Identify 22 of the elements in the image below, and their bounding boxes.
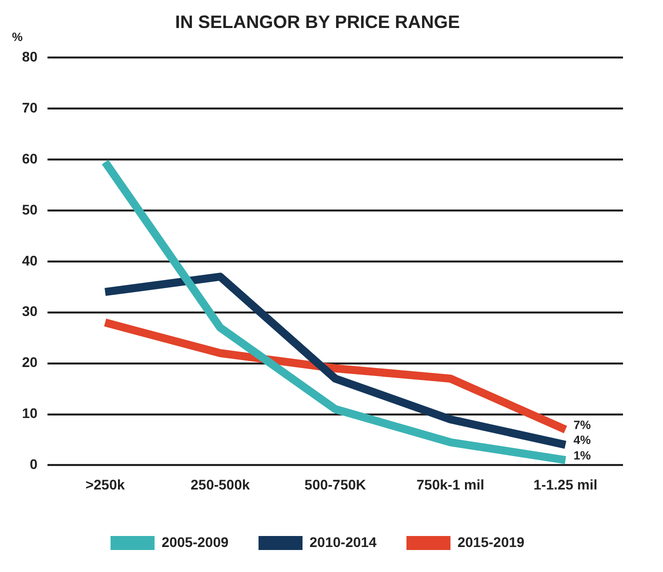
x-tick-label: >250k [85, 476, 125, 492]
y-tick-label: 30 [22, 303, 38, 320]
y-tick-label: 40 [22, 252, 38, 268]
data-label: 7% [573, 418, 592, 432]
y-tick-label: 60 [22, 150, 38, 166]
chart-title: IN SELANGOR BY PRICE RANGE [175, 12, 460, 32]
x-tick-label: 1-1.25 mil [534, 476, 598, 492]
data-label: 4% [573, 433, 592, 448]
legend-label: 2015-2019 [457, 534, 525, 550]
data-label: 1% [573, 448, 592, 462]
y-tick-label: 20 [22, 354, 38, 370]
legend-label: 2005-2009 [162, 534, 229, 550]
x-tick-label: 250-500k [190, 476, 250, 492]
y-axis-title: % [12, 30, 23, 44]
y-tick-label: 50 [22, 201, 38, 218]
y-tick-label: 70 [22, 99, 38, 116]
x-tick-label: 750k-1 mil [416, 476, 484, 492]
x-tick-label: 500-750K [304, 476, 366, 492]
y-tick-label: 10 [22, 405, 38, 422]
legend-label: 2010-2014 [310, 534, 377, 550]
y-tick-label: 0 [30, 456, 38, 472]
y-tick-label: 80 [22, 48, 38, 64]
